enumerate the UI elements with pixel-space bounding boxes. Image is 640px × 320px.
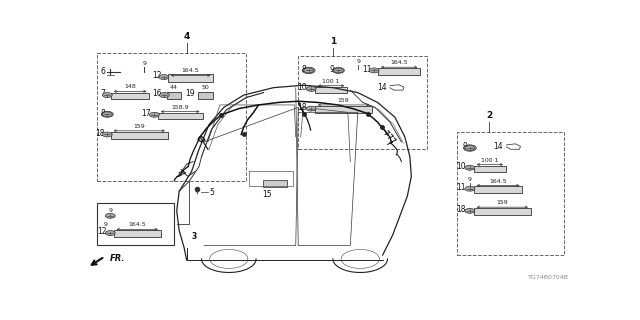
Text: 100 1: 100 1	[323, 79, 340, 84]
Bar	[97, 53, 246, 181]
Text: 164.5: 164.5	[182, 68, 200, 73]
Bar	[198, 92, 213, 99]
Circle shape	[106, 213, 115, 218]
Text: 8: 8	[100, 109, 105, 118]
Text: 6: 6	[101, 67, 106, 76]
Circle shape	[150, 112, 159, 117]
Text: 9: 9	[330, 65, 335, 74]
Bar	[167, 92, 180, 99]
Bar	[474, 208, 531, 215]
Circle shape	[159, 92, 169, 98]
Bar	[474, 165, 506, 172]
Circle shape	[465, 186, 475, 191]
Text: 16: 16	[152, 89, 162, 98]
Text: 50: 50	[202, 85, 209, 90]
Text: 4: 4	[184, 32, 190, 41]
Text: 15: 15	[262, 190, 272, 199]
Text: 100 1: 100 1	[481, 158, 499, 163]
Circle shape	[101, 111, 113, 117]
Circle shape	[304, 68, 314, 73]
Circle shape	[306, 86, 316, 92]
Bar	[114, 230, 161, 237]
Circle shape	[465, 165, 475, 170]
Text: TG74B0704B: TG74B0704B	[527, 276, 568, 280]
Text: 18: 18	[95, 129, 105, 138]
Text: 12: 12	[152, 71, 162, 80]
Circle shape	[465, 208, 475, 213]
Bar	[474, 187, 522, 193]
Text: 9: 9	[108, 208, 112, 213]
Circle shape	[302, 67, 315, 74]
Circle shape	[306, 106, 316, 111]
Text: 14: 14	[493, 142, 503, 151]
Bar	[111, 92, 150, 99]
Circle shape	[102, 92, 112, 98]
Bar	[111, 132, 168, 139]
Text: 19: 19	[186, 89, 195, 98]
Text: 164.5: 164.5	[129, 222, 146, 228]
Text: 5: 5	[209, 188, 214, 197]
Bar	[97, 204, 174, 245]
Text: 14: 14	[377, 83, 387, 92]
Circle shape	[465, 146, 475, 150]
Bar	[158, 113, 202, 119]
Text: 10: 10	[456, 162, 466, 171]
Text: 159: 159	[497, 200, 508, 205]
Bar	[457, 132, 564, 255]
Text: 1: 1	[330, 37, 336, 46]
Text: 9: 9	[103, 222, 108, 227]
Text: 159: 159	[338, 98, 349, 103]
Text: 7: 7	[100, 89, 105, 98]
Circle shape	[159, 75, 169, 80]
Bar	[262, 180, 287, 188]
Text: 11: 11	[456, 183, 466, 192]
Text: 3: 3	[191, 233, 197, 242]
Text: 164.5: 164.5	[390, 60, 408, 65]
Circle shape	[332, 68, 344, 73]
Bar	[168, 74, 213, 82]
Text: FR.: FR.	[110, 254, 125, 263]
Text: 9: 9	[468, 177, 472, 182]
Text: 9: 9	[462, 142, 467, 151]
Text: 11: 11	[362, 65, 372, 74]
Text: 9: 9	[356, 59, 360, 64]
Text: 159: 159	[133, 124, 145, 129]
Text: 18: 18	[298, 103, 307, 112]
Bar	[315, 87, 348, 93]
Text: 2: 2	[486, 111, 492, 120]
Circle shape	[102, 132, 112, 137]
Bar	[315, 106, 372, 113]
Text: 9: 9	[143, 60, 147, 66]
Text: 17: 17	[141, 109, 151, 118]
Text: 8: 8	[301, 65, 306, 74]
Text: 10: 10	[298, 83, 307, 92]
Text: 44: 44	[170, 85, 178, 90]
Circle shape	[369, 68, 379, 73]
Text: 148: 148	[124, 84, 136, 90]
Circle shape	[463, 145, 476, 151]
Circle shape	[106, 231, 115, 236]
Circle shape	[102, 112, 112, 117]
Text: 158.9: 158.9	[172, 105, 189, 110]
Text: 12: 12	[97, 227, 106, 236]
Text: 18: 18	[456, 205, 466, 214]
Bar	[298, 56, 428, 149]
Circle shape	[333, 68, 344, 73]
Text: 164.5: 164.5	[490, 179, 507, 184]
Bar	[378, 68, 420, 75]
